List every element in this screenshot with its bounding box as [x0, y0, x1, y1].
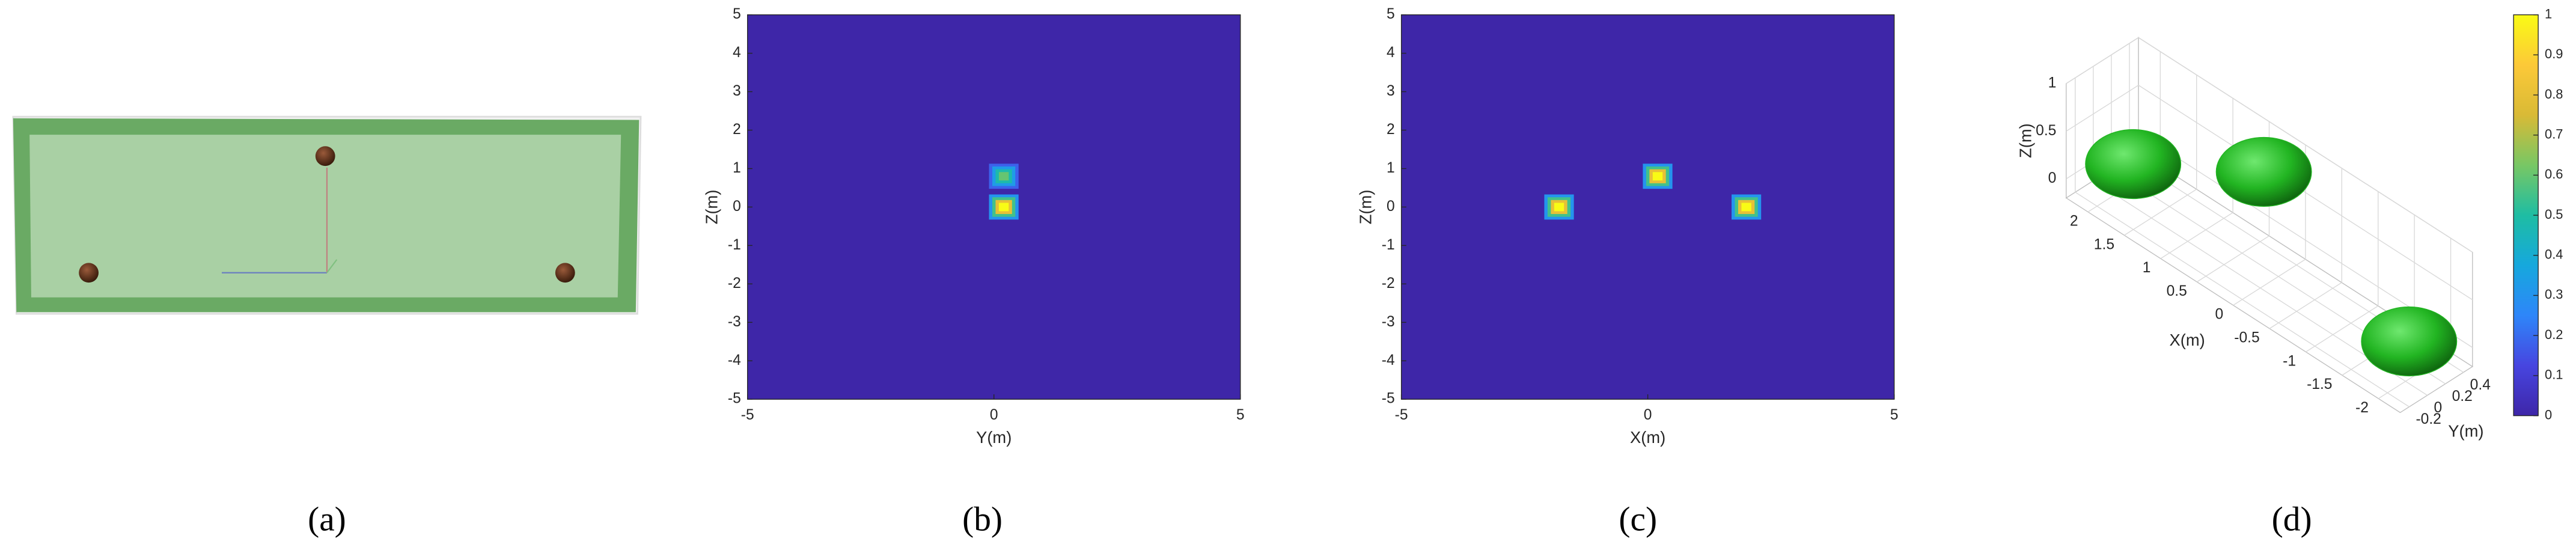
- y-tick-label: 1: [1387, 160, 1395, 176]
- x-tick-label: 5: [1236, 407, 1245, 423]
- y-tick-label: 2: [1387, 121, 1395, 138]
- inner-slab: [29, 135, 621, 298]
- y-tick-label: 5: [733, 6, 741, 22]
- caption: (d): [2272, 500, 2312, 538]
- grid-line: [2138, 37, 2473, 253]
- x-axis-label: X(m): [2170, 331, 2205, 349]
- grid-line: [2306, 305, 2379, 353]
- x-axis-label: X(m): [1630, 428, 1665, 447]
- isosurface: [2361, 306, 2458, 377]
- grid-line: [2066, 37, 2139, 84]
- y-tick-label: 2: [733, 121, 741, 138]
- grid-line: [2269, 282, 2342, 329]
- colorbar-tick-label: 0.8: [2545, 87, 2563, 102]
- colorbar-tick-label: 0.3: [2545, 287, 2563, 302]
- heat-cell: [1741, 203, 1751, 212]
- x-tick-label: -1: [2283, 353, 2296, 369]
- grid-line: [2233, 258, 2306, 306]
- x-tick-label: -2: [2355, 400, 2369, 416]
- colorbar-tick-label: 0.1: [2545, 367, 2563, 382]
- x-tick-label: -5: [1395, 407, 1408, 423]
- heat-cell: [1554, 203, 1564, 212]
- heat-cell: [1652, 172, 1663, 181]
- x-tick-label: 2: [2070, 213, 2078, 229]
- y-tick-label: -5: [1382, 391, 1395, 407]
- y-tick-label: -0.2: [2416, 411, 2441, 427]
- colorbar-tick-label: 0.2: [2545, 327, 2563, 342]
- heat-cell: [998, 203, 1009, 212]
- isosurface: [2215, 136, 2312, 207]
- y-tick-label: 0.4: [2470, 377, 2491, 393]
- y-tick-label: -1: [1382, 237, 1395, 253]
- isosurface-body: [2085, 129, 2182, 200]
- x-tick-label: 0: [1644, 407, 1652, 423]
- isosurface-body: [2215, 136, 2312, 207]
- y-axis-label: Y(m): [2448, 421, 2483, 440]
- sphere: [555, 263, 575, 283]
- heat-cell: [998, 172, 1009, 181]
- x-tick-label: 0: [2215, 307, 2224, 323]
- y-tick-label: -4: [728, 352, 741, 368]
- y-tick-label: -2: [728, 275, 741, 292]
- colorbar-tick-label: 0: [2545, 407, 2552, 422]
- y-tick-label: -2: [1382, 275, 1395, 292]
- sphere: [79, 263, 99, 283]
- y-tick-label: -3: [728, 314, 741, 330]
- x-tick-label: 1.5: [2094, 236, 2114, 252]
- caption: (a): [308, 500, 346, 538]
- colorbar-tick-label: 0.6: [2545, 166, 2563, 182]
- y-tick-label: 4: [1387, 44, 1395, 61]
- grid-line: [2124, 189, 2197, 236]
- grid-line: [2196, 235, 2269, 283]
- y-tick-label: 1: [733, 160, 741, 176]
- x-tick-label: -5: [741, 407, 754, 423]
- grid-line: [2066, 85, 2139, 132]
- x-tick-label: 1: [2143, 260, 2151, 276]
- x-tick-label: 0: [990, 407, 998, 423]
- colorbar-tick-label: 0.5: [2545, 207, 2563, 222]
- isosurface: [2085, 129, 2182, 200]
- z-tick-label: 1: [2048, 75, 2057, 91]
- colorbar-tick-label: 0.9: [2545, 46, 2563, 61]
- scene-render: [12, 115, 642, 315]
- x-tick-label: -0.5: [2234, 330, 2259, 346]
- y-tick-label: 3: [733, 83, 741, 99]
- x-tick-label: -1.5: [2307, 376, 2332, 393]
- y-tick-label: 0: [1387, 198, 1395, 215]
- grid-line: [2160, 212, 2233, 259]
- sphere: [315, 146, 335, 166]
- caption: (b): [962, 500, 1003, 538]
- y-tick-label: -5: [728, 391, 741, 407]
- axis-line: [326, 259, 338, 273]
- z-tick-label: 0: [2048, 170, 2057, 186]
- isosurface-body: [2361, 306, 2458, 377]
- y-axis-label: Z(m): [1356, 190, 1375, 225]
- y-tick-label: 4: [733, 44, 741, 61]
- y-tick-label: 0.2: [2452, 388, 2473, 405]
- y-tick-label: 0: [733, 198, 741, 215]
- z-tick-label: 0.5: [2036, 123, 2056, 139]
- grid-line: [2075, 192, 2410, 408]
- y-axis-label: Z(m): [703, 190, 721, 225]
- colorbar-tick-label: 1: [2545, 6, 2552, 21]
- caption: (c): [1619, 500, 1657, 538]
- plot-background: [747, 14, 1241, 400]
- x-axis-label: Y(m): [976, 428, 1012, 447]
- y-tick-label: 5: [1387, 6, 1395, 22]
- y-tick-label: 3: [1387, 83, 1395, 99]
- grid-line: [2138, 85, 2473, 301]
- z-axis-label: Z(m): [2016, 123, 2034, 158]
- colorbar-tick-label: 0.4: [2545, 247, 2563, 262]
- y-tick-label: -1: [728, 237, 741, 253]
- x-tick-label: 5: [1890, 407, 1899, 423]
- colorbar-tick-label: 0.7: [2545, 126, 2563, 141]
- plot-background: [1400, 14, 1895, 400]
- y-tick-label: -4: [1382, 352, 1395, 368]
- y-tick-label: 0: [2434, 400, 2443, 416]
- y-tick-label: -3: [1382, 314, 1395, 330]
- x-tick-label: 0.5: [2167, 283, 2187, 299]
